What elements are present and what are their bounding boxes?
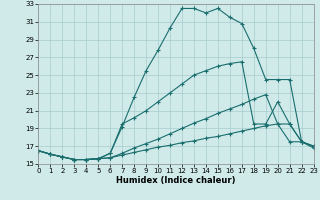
X-axis label: Humidex (Indice chaleur): Humidex (Indice chaleur) bbox=[116, 176, 236, 185]
